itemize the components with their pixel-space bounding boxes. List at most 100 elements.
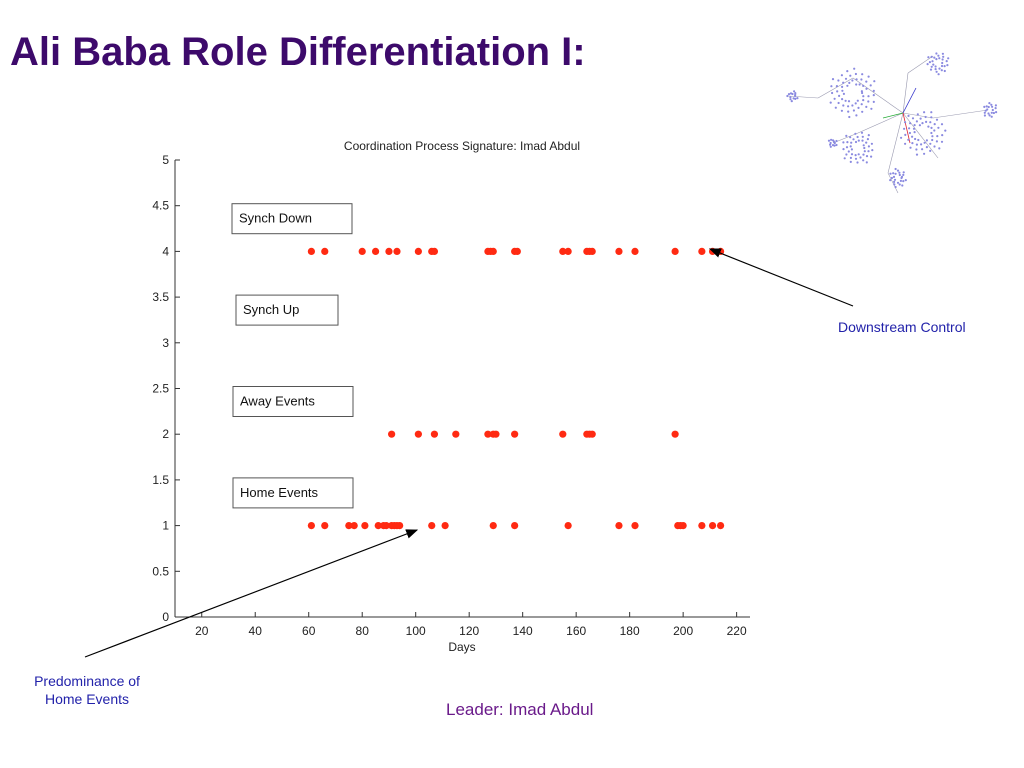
- network-node: [848, 115, 851, 119]
- y-tick-label: 1.5: [152, 473, 169, 487]
- network-node: [831, 78, 835, 81]
- network-node: [862, 144, 865, 147]
- network-node: [851, 79, 854, 82]
- network-node: [830, 85, 833, 88]
- network-node: [904, 121, 907, 124]
- network-node: [854, 72, 857, 76]
- network-node: [916, 113, 919, 116]
- network-node: [865, 155, 869, 158]
- data-point: [361, 522, 369, 530]
- network-node: [988, 114, 991, 117]
- network-node: [898, 171, 901, 174]
- network-node: [944, 129, 947, 132]
- network-node: [849, 160, 852, 163]
- network-node: [860, 103, 863, 106]
- network-node: [902, 180, 905, 183]
- x-tick-label: 80: [356, 624, 370, 638]
- network-node: [943, 69, 946, 73]
- y-tick-label: 0.5: [152, 564, 169, 578]
- network-node: [890, 176, 893, 180]
- social-network-graph-image: [786, 52, 998, 194]
- network-node: [904, 142, 907, 145]
- data-point: [374, 522, 382, 530]
- network-node: [845, 134, 848, 137]
- network-node: [830, 138, 833, 141]
- network-node: [835, 139, 838, 143]
- y-tick-label: 3.5: [152, 290, 169, 304]
- network-node: [990, 111, 993, 114]
- network-node: [994, 104, 997, 107]
- network-node: [919, 117, 922, 120]
- y-tick-label: 3: [162, 336, 169, 350]
- network-node: [833, 97, 836, 100]
- network-node: [915, 120, 918, 123]
- network-node: [847, 110, 850, 113]
- network-node: [855, 78, 858, 81]
- data-point: [441, 522, 449, 530]
- data-point: [559, 430, 567, 438]
- network-node: [923, 111, 926, 114]
- network-node: [831, 91, 834, 95]
- network-node: [863, 150, 866, 153]
- network-node: [933, 145, 936, 148]
- chart-title: Coordination Process Signature: Imad Abd…: [344, 139, 580, 153]
- network-node: [841, 89, 844, 92]
- network-node: [856, 99, 859, 102]
- network-node: [894, 167, 897, 171]
- data-point: [388, 430, 396, 438]
- network-node: [889, 172, 892, 175]
- x-tick-label: 160: [566, 624, 586, 638]
- network-node: [928, 61, 931, 64]
- data-point: [414, 247, 422, 255]
- network-node: [937, 54, 940, 57]
- network-node: [930, 55, 933, 59]
- network-node: [925, 146, 928, 149]
- data-point: [484, 430, 492, 438]
- network-node: [870, 107, 873, 110]
- network-node: [935, 70, 938, 73]
- network-node: [842, 92, 845, 95]
- data-point: [321, 522, 329, 530]
- data-point: [382, 522, 390, 530]
- network-node: [915, 148, 918, 151]
- network-node: [829, 141, 832, 145]
- network-node: [845, 153, 848, 156]
- network-node: [921, 148, 924, 151]
- data-point: [452, 430, 460, 438]
- y-tick-label: 2: [162, 427, 169, 441]
- network-node: [933, 129, 936, 132]
- network-node: [865, 105, 868, 108]
- network-node: [867, 150, 870, 153]
- network-node: [842, 148, 845, 151]
- network-node: [937, 126, 940, 129]
- network-node: [986, 108, 989, 111]
- network-node: [872, 94, 875, 97]
- network-node: [987, 112, 990, 115]
- network-node: [848, 81, 851, 84]
- network-node: [840, 74, 843, 77]
- data-point: [414, 430, 422, 438]
- network-node: [856, 135, 859, 139]
- network-node: [860, 78, 863, 81]
- network-node: [872, 89, 875, 92]
- network-node: [898, 183, 901, 186]
- data-point: [564, 247, 572, 255]
- network-node: [946, 64, 949, 67]
- network-node: [947, 57, 950, 60]
- downstream-arrow: [708, 248, 854, 307]
- network-node: [791, 92, 794, 96]
- data-point: [615, 247, 623, 255]
- network-node: [893, 180, 896, 183]
- network-node: [929, 149, 932, 152]
- network-node: [872, 100, 875, 103]
- network-node: [849, 145, 852, 148]
- data-point: [588, 430, 596, 438]
- network-node: [931, 60, 934, 63]
- network-node: [985, 105, 988, 108]
- data-point: [708, 522, 717, 530]
- category-box: [235, 294, 339, 326]
- data-point: [321, 247, 329, 255]
- network-node: [936, 135, 939, 138]
- network-node: [835, 143, 838, 147]
- network-node: [790, 100, 793, 103]
